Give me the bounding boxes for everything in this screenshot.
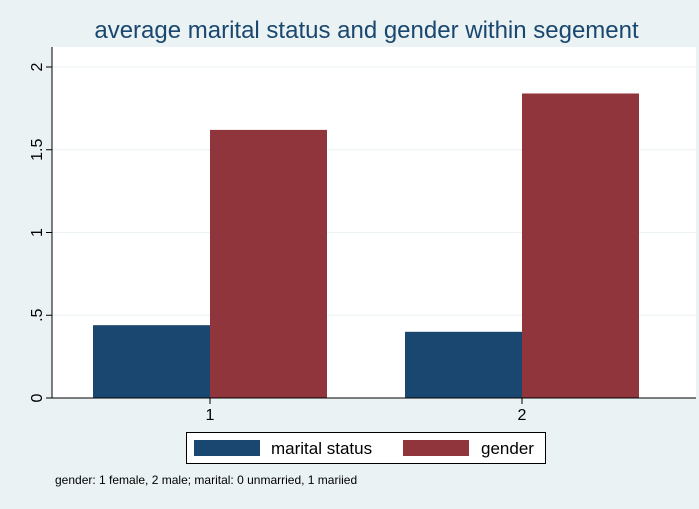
legend-swatch-gender: [403, 440, 469, 456]
y-tick-label: 0: [29, 393, 46, 402]
x-tick-label: 2: [518, 407, 527, 424]
chart-title: average marital status and gender within…: [94, 17, 639, 44]
bar-marital-status-1: [93, 325, 210, 398]
y-tick-label: 1: [29, 228, 46, 237]
axes: 0 .5 1 1.5 2 1 2: [29, 47, 696, 424]
chart-note: gender: 1 female, 2 male; marital: 0 unm…: [55, 473, 358, 487]
y-tick-label: .5: [29, 308, 46, 321]
legend-label-marital-status: marital status: [271, 439, 373, 458]
bar-gender-2: [522, 93, 639, 398]
legend: marital status gender: [186, 432, 546, 464]
y-tick-label: 1.5: [29, 139, 46, 161]
bar-gender-1: [210, 129, 327, 398]
bars: [93, 93, 639, 398]
legend-swatch-marital-status: [194, 440, 260, 456]
y-tick-label: 2: [29, 62, 46, 71]
legend-label-gender: gender: [481, 439, 534, 458]
x-tick-label: 1: [206, 407, 215, 424]
bar-marital-status-2: [405, 331, 522, 398]
